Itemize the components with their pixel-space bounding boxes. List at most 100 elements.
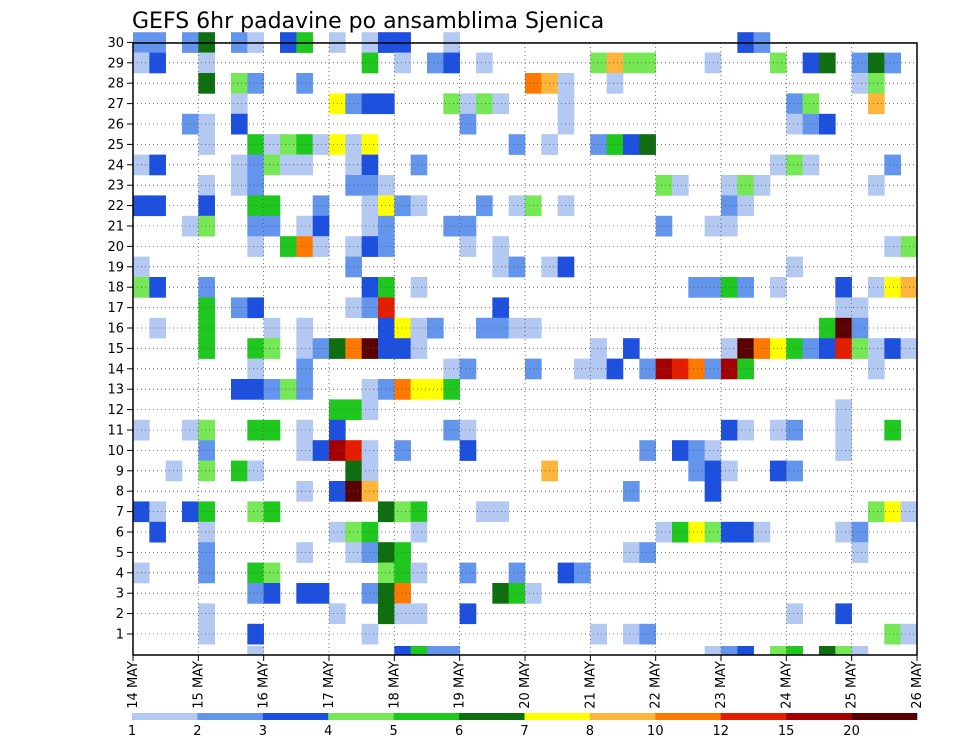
heatmap-cell — [296, 542, 313, 563]
heatmap-cell — [459, 236, 477, 257]
heatmap-cell — [378, 297, 395, 319]
heatmap-cell — [198, 338, 215, 359]
heatmap-cell — [655, 358, 673, 380]
heatmap-cell — [574, 562, 591, 584]
heatmap-cell — [884, 338, 901, 359]
heatmap-cell — [378, 317, 395, 339]
heatmap-cell — [868, 277, 885, 298]
heatmap-cell — [508, 317, 526, 339]
heatmap-cell — [263, 419, 281, 441]
heatmap-cell — [884, 154, 901, 176]
heatmap-cell — [263, 317, 281, 339]
y-tick-label: 11 — [107, 424, 124, 439]
y-tick-label: 8 — [116, 485, 124, 500]
heatmap-cell — [492, 501, 509, 523]
heatmap-cell — [476, 93, 493, 115]
heatmap-cell — [410, 521, 428, 543]
heatmap-cell — [459, 562, 477, 584]
heatmap-cell — [198, 542, 215, 563]
y-tick-label: 20 — [107, 240, 124, 255]
y-tick-label: 27 — [107, 97, 124, 112]
colorbar-swatch — [589, 713, 656, 720]
x-tick-label: 20 MAY — [518, 661, 533, 709]
heatmap-cell — [394, 379, 411, 400]
colorbar-label: 2 — [193, 724, 201, 739]
heatmap-cell — [476, 317, 493, 339]
heatmap-cell — [835, 521, 852, 543]
colorbar-label: 20 — [843, 724, 860, 739]
heatmap-cell — [639, 358, 656, 380]
heatmap-cell — [263, 501, 281, 523]
heatmap-cell — [851, 521, 869, 543]
heatmap-cell — [198, 460, 215, 482]
colorbar-label: 1 — [128, 724, 136, 739]
x-tick-label: 26 MAY — [910, 661, 925, 709]
heatmap-cell — [198, 419, 215, 441]
heatmap-cell — [198, 175, 215, 196]
heatmap-cell — [410, 646, 428, 655]
heatmap-cell — [786, 419, 803, 441]
heatmap-cell — [263, 583, 281, 604]
colorbar-label: 7 — [520, 724, 528, 739]
heatmap-cell — [198, 73, 215, 94]
heatmap-cell — [394, 195, 411, 217]
heatmap-cell — [312, 134, 330, 155]
heatmap-cell — [459, 440, 477, 461]
heatmap-cell — [704, 215, 722, 237]
x-tick-label: 18 MAY — [387, 661, 402, 709]
heatmap-cell — [312, 440, 330, 461]
heatmap-cell — [394, 583, 411, 604]
y-tick-label: 6 — [116, 526, 124, 541]
heatmap-cell — [623, 52, 640, 74]
heatmap-cell — [868, 93, 885, 115]
heatmap-cell — [263, 154, 281, 176]
heatmap-cell — [263, 134, 281, 155]
heatmap-cell — [770, 646, 787, 655]
heatmap-cell — [459, 419, 477, 441]
heatmap-cell — [247, 73, 264, 94]
colorbar-swatch — [655, 713, 722, 720]
heatmap-cell — [688, 460, 705, 482]
heatmap-cell — [263, 562, 281, 584]
heatmap-cell — [835, 277, 852, 298]
heatmap-cell — [182, 215, 199, 237]
heatmap-cell — [427, 646, 444, 655]
heatmap-cell — [704, 460, 722, 482]
heatmap-cell — [247, 195, 264, 217]
heatmap-cell — [427, 379, 444, 400]
heatmap-cell — [655, 175, 673, 196]
y-tick-label: 14 — [107, 362, 124, 377]
y-tick-label: 4 — [116, 566, 124, 581]
colorbar-swatch — [132, 713, 198, 720]
heatmap-cell — [639, 52, 656, 74]
heatmap-cell — [900, 501, 918, 523]
heatmap-cell — [198, 52, 215, 74]
heatmap-cell — [231, 297, 248, 319]
heatmap-cell — [198, 317, 215, 339]
heatmap-cell — [623, 338, 640, 359]
heatmap-cell — [459, 93, 477, 115]
y-tick-label: 3 — [116, 587, 124, 602]
y-tick-label: 18 — [107, 281, 124, 296]
x-tick-label: 24 MAY — [779, 661, 794, 709]
heatmap-cell — [312, 338, 330, 359]
heatmap-cell — [198, 195, 215, 217]
heatmap-cell — [443, 93, 460, 115]
heatmap-cell — [639, 542, 656, 563]
heatmap-cell — [247, 215, 264, 237]
heatmap-cell — [508, 256, 526, 278]
heatmap-cell — [312, 583, 330, 604]
heatmap-cell — [296, 134, 313, 155]
heatmap-cell — [247, 646, 264, 655]
x-tick-label: 15 MAY — [191, 661, 206, 709]
heatmap-cell — [263, 215, 281, 237]
heatmap-cell — [247, 236, 264, 257]
heatmap-cell — [410, 195, 428, 217]
heatmap-cell — [410, 379, 428, 400]
heatmap-cell — [884, 236, 901, 257]
heatmap-cell — [263, 195, 281, 217]
heatmap-cell — [378, 542, 395, 563]
heatmap-cell — [623, 134, 640, 155]
colorbar-swatch — [459, 713, 525, 720]
heatmap-cell — [900, 338, 918, 359]
